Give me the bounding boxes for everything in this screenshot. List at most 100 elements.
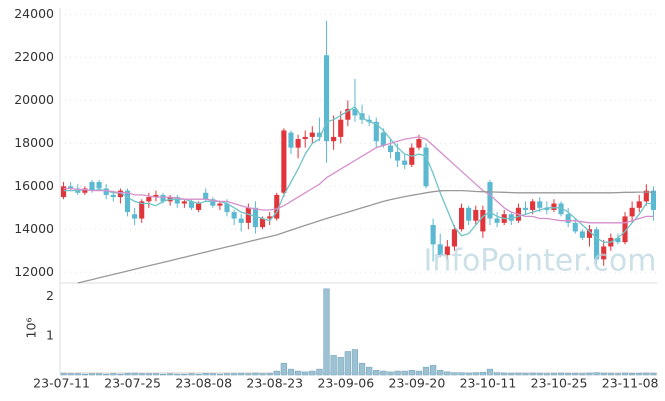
volume-bar: [74, 373, 81, 376]
candle-body: [181, 201, 187, 204]
y-tick-label: 20000: [14, 92, 54, 107]
volume-bar: [572, 373, 579, 376]
volume-bar: [223, 373, 231, 376]
volume-bar: [614, 373, 622, 376]
candle-body: [473, 209, 479, 221]
candle-body: [494, 218, 500, 223]
candle-body: [174, 197, 180, 204]
volume-bar: [181, 373, 188, 376]
volume-bar: [174, 373, 181, 376]
candle-body: [210, 199, 216, 206]
candle-body: [522, 207, 529, 210]
candle-body: [586, 229, 593, 238]
volume-bar: [621, 372, 629, 376]
candle-body: [366, 119, 372, 122]
candle-body: [352, 108, 358, 116]
candle-body: [103, 188, 109, 195]
candle-body: [636, 201, 642, 208]
y-tick-label: 14000: [14, 221, 54, 236]
candle-body: [544, 207, 550, 210]
y-tick-label: 16000: [14, 178, 54, 193]
candle-body: [643, 190, 649, 202]
volume-bar: [522, 373, 529, 376]
volume-bar: [458, 372, 465, 376]
volume-bar: [167, 373, 174, 376]
volume-bar: [415, 370, 423, 376]
volume-bar: [280, 362, 288, 376]
x-tick-label: 23-08-23: [246, 376, 303, 391]
volume-bar: [600, 372, 607, 376]
candle-body: [252, 207, 259, 228]
candle-body: [345, 108, 351, 120]
volume-bar: [81, 373, 89, 376]
candle-body: [89, 182, 95, 191]
candle-body: [622, 216, 628, 243]
volume-bar: [110, 373, 117, 376]
volume-bar: [209, 373, 216, 376]
candle-body: [117, 190, 123, 198]
volume-bar: [373, 369, 380, 376]
volume-bar: [429, 364, 437, 376]
y-tick-label: 12000: [14, 264, 54, 279]
candle-body: [423, 147, 429, 187]
volume-bar: [202, 373, 209, 376]
volume-bar: [501, 372, 508, 376]
volume-bar: [579, 373, 586, 376]
candle-body: [402, 160, 408, 165]
candle-body: [132, 214, 138, 219]
volume-bar: [103, 373, 110, 376]
x-tick-label: 23-07-25: [104, 376, 161, 391]
volume-bar: [195, 373, 202, 376]
candle-body: [281, 130, 287, 193]
volume-bar: [95, 373, 103, 376]
x-tick-label: 23-08-08: [175, 376, 232, 391]
volume-bar: [60, 373, 67, 376]
volume-bar: [294, 370, 302, 376]
volume-bar: [479, 371, 487, 376]
x-tick-label: 23-11-08: [602, 376, 659, 391]
volume-bar: [422, 366, 430, 376]
candle-body: [146, 197, 152, 202]
volume-bar: [266, 373, 273, 376]
candle-body: [203, 192, 209, 200]
volume-bar: [451, 372, 458, 376]
candle-body: [430, 224, 436, 245]
candle-body: [96, 182, 102, 189]
volume-bar: [323, 288, 330, 376]
volume-bar: [486, 368, 494, 376]
moving-average-line: [63, 105, 654, 243]
volume-bar: [131, 372, 138, 376]
candle-body: [224, 203, 230, 213]
volume-bar: [643, 372, 650, 376]
candle-body: [188, 201, 195, 208]
volume-bar: [67, 373, 74, 376]
candle-body: [579, 231, 585, 238]
volume-bar: [508, 373, 515, 376]
volume-bar: [408, 369, 415, 376]
volume-bar: [636, 373, 643, 376]
y-tick-label: 1: [46, 327, 54, 342]
volume-bar: [557, 372, 565, 376]
volume-bar: [230, 373, 238, 376]
volume-bar: [387, 371, 394, 376]
volume-bar: [493, 372, 501, 376]
volume-bar: [138, 373, 145, 376]
candle-body: [68, 186, 74, 189]
candle-body: [82, 188, 88, 193]
candle-body: [373, 121, 379, 142]
candle-body: [594, 229, 600, 260]
candle-body: [551, 203, 557, 210]
volume-bar: [188, 373, 195, 376]
volume-bar: [344, 351, 351, 376]
candle-body: [259, 218, 266, 228]
candle-body: [316, 132, 322, 137]
volume-bar: [437, 369, 444, 376]
candle-body: [650, 190, 657, 210]
volume-bar: [366, 366, 373, 376]
candle-body: [387, 145, 394, 152]
y-tick-label: 2: [46, 288, 54, 303]
candle-body: [331, 136, 337, 142]
candle-body: [238, 218, 244, 223]
candle-body: [572, 222, 578, 232]
candle-body: [217, 203, 223, 206]
